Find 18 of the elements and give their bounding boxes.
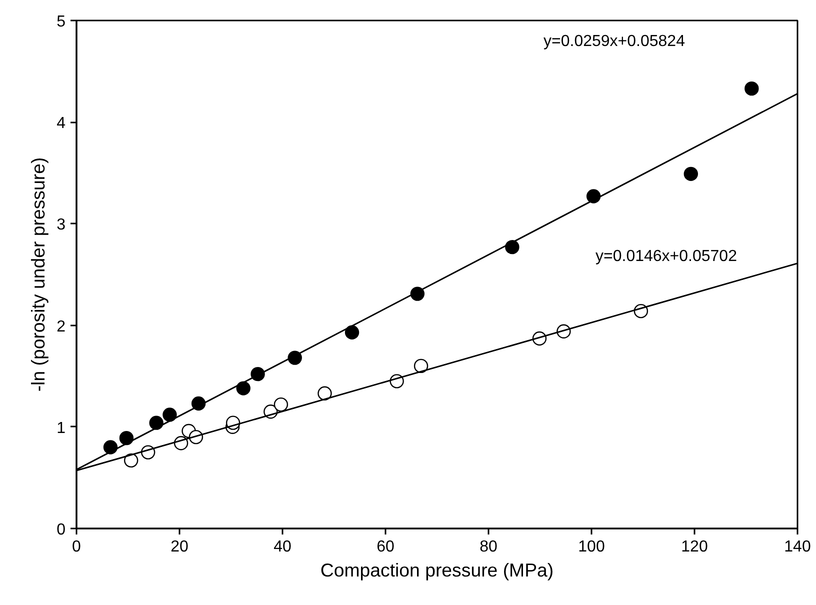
x-tick-label: 100 bbox=[578, 538, 605, 556]
y-tick-label: 2 bbox=[56, 318, 66, 336]
y-tick-label: 4 bbox=[56, 115, 66, 132]
x-tick-label: 140 bbox=[784, 538, 811, 556]
x-tick-label: 120 bbox=[681, 538, 708, 556]
y-tick-label: 3 bbox=[56, 216, 66, 234]
x-tick-label: 60 bbox=[376, 538, 394, 556]
y-tick-label: 5 bbox=[56, 14, 66, 30]
y-tick-label: 0 bbox=[56, 522, 66, 538]
x-tick-label: 80 bbox=[480, 538, 498, 556]
x-tick-label: 40 bbox=[274, 538, 292, 556]
x-tick-label: 0 bbox=[72, 538, 82, 556]
y-tick-label: 1 bbox=[56, 420, 66, 437]
annotation: y=0.0146x+0.05702 bbox=[596, 248, 738, 265]
y-axis-title: -ln (porosity under pressure) bbox=[28, 157, 49, 392]
x-axis-title: Compaction pressure (MPa) bbox=[320, 560, 554, 580]
annotation: y=0.0259x+0.05824 bbox=[544, 33, 686, 50]
x-tick-label: 20 bbox=[170, 538, 188, 556]
